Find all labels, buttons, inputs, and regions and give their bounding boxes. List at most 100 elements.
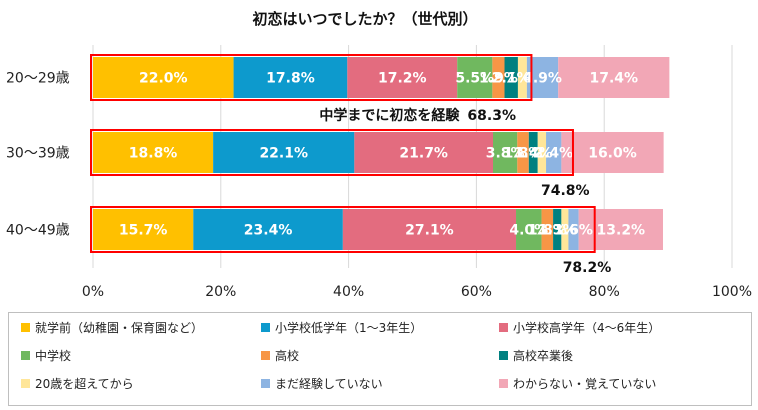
row-label: 30～39歳 [6, 146, 70, 162]
data-label: 2.4% [534, 146, 573, 162]
legend-item: 高校 [261, 347, 299, 364]
annotation-value: 74.8% [541, 183, 590, 199]
legend-label: 高校卒業後 [513, 349, 574, 363]
legend-swatch [21, 323, 30, 332]
row-label: 40～49歳 [6, 223, 70, 239]
data-label: 22.0% [139, 71, 188, 87]
legend-item: 中学校 [21, 347, 71, 364]
highlight-box [90, 54, 533, 101]
x-tick-label: 40% [333, 284, 364, 300]
legend-item: 小学校低学年（1～3年生） [261, 319, 422, 336]
bar-segment [546, 132, 562, 173]
bar-segment [553, 209, 562, 250]
data-label: 1.4% [514, 146, 553, 162]
highlight-box [90, 206, 596, 253]
legend-item: わからない・覚えていない [499, 375, 656, 392]
legend-swatch [499, 379, 508, 388]
legend-swatch [499, 351, 508, 360]
data-label: 1.8% [504, 146, 543, 162]
data-label: 1.3% [538, 223, 577, 239]
data-label: 1.9% [479, 71, 518, 87]
legend-item: 小学校高学年（4～6年生） [499, 319, 660, 336]
data-label: 5.5% [455, 71, 494, 87]
legend: 就学前（幼稚園・保育園など） 小学校低学年（1～3年生） 小学校高学年（4～6年生）… [8, 312, 752, 406]
legend-item: まだ経験していない [261, 375, 383, 392]
data-label: 1.6% [554, 223, 593, 239]
bar-segment [568, 209, 579, 250]
annotations-group: 中学までに初恋を経験 68.3% 74.8% 78.2% [90, 54, 612, 276]
data-label: 13.2% [597, 223, 646, 239]
bars-group [93, 57, 670, 250]
annotation-text: 中学までに初恋を経験 [319, 107, 460, 124]
bar-segment [504, 57, 518, 98]
bar-segment [93, 57, 234, 98]
legend-label: 20歳を超えてから [35, 377, 134, 391]
legend-swatch [261, 379, 270, 388]
legend-label: 小学校低学年（1～3年生） [275, 321, 423, 335]
bar-segment [342, 209, 517, 250]
bar-segment [561, 209, 569, 250]
data-label: 27.1% [405, 223, 454, 239]
legend-label: わからない・覚えていない [513, 377, 657, 391]
bar-segment [517, 57, 527, 98]
bar-segment [492, 57, 505, 98]
data-label: 23.4% [244, 223, 293, 239]
bar-segment [558, 57, 670, 98]
data-label: 18.8% [129, 146, 178, 162]
legend-swatch [21, 379, 30, 388]
row-labels-group: 20～29歳 30～39歳 40～49歳 [6, 71, 70, 239]
data-label: 17.2% [378, 71, 427, 87]
bar-segment [233, 57, 348, 98]
data-label: 3.8% [486, 146, 525, 162]
data-label: 22.1% [259, 146, 308, 162]
data-label: 15.7% [119, 223, 168, 239]
legend-label: まだ経験していない [275, 377, 383, 391]
row-label: 20～29歳 [6, 71, 70, 87]
legend-swatch [261, 323, 270, 332]
legend-item: 20歳を超えてから [21, 375, 134, 392]
bar-segment [354, 132, 494, 173]
bar-segment [578, 209, 663, 250]
x-tick-label: 0% [82, 284, 104, 300]
tick-labels-group: 0% 20% 40% 60% 80% 100% [82, 284, 752, 300]
legend-label: 就学前（幼稚園・保育園など） [35, 321, 204, 335]
bar-segment [193, 209, 343, 250]
data-label: 4.9% [523, 71, 562, 87]
bar-segment [541, 209, 554, 250]
legend-swatch [21, 351, 30, 360]
data-label: 2.1% [492, 71, 531, 87]
bar-segment [347, 57, 458, 98]
bar-segment [457, 57, 493, 98]
bar-segment [517, 132, 529, 173]
data-labels-group: 22.0% 17.8% 17.2% 5.5%1.9%2.1%4.9% 17.4% 18.8… [119, 71, 645, 239]
legend-swatch [261, 351, 270, 360]
bar-segment [528, 132, 538, 173]
x-tick-label: 80% [589, 284, 620, 300]
chart-title: 初恋はいつでしたか？（世代別） [252, 10, 477, 28]
bar-segment [213, 132, 355, 173]
data-label: 4.0% [509, 223, 548, 239]
legend-swatch [499, 323, 508, 332]
data-label: 16.0% [588, 146, 637, 162]
legend-item: 就学前（幼稚園・保育園など） [21, 319, 203, 336]
data-label: 17.4% [589, 71, 638, 87]
bar-segment [561, 132, 664, 173]
bar-segment [93, 209, 194, 250]
legend-label: 高校 [275, 349, 300, 363]
x-tick-label: 100% [712, 284, 752, 300]
annotation-value: 78.2% [563, 260, 612, 276]
highlight-box [90, 129, 574, 176]
legend-label: 中学校 [35, 349, 72, 363]
annotation-value: 68.3% [467, 108, 516, 124]
bar-segment [537, 132, 547, 173]
data-label: 21.7% [399, 146, 448, 162]
data-label: 1.8% [528, 223, 567, 239]
x-tick-label: 60% [461, 284, 492, 300]
bar-segment [516, 209, 542, 250]
data-label: 17.8% [266, 71, 315, 87]
legend-item: 高校卒業後 [499, 347, 573, 364]
x-tick-label: 20% [205, 284, 236, 300]
legend-label: 小学校高学年（4～6年生） [513, 321, 661, 335]
bar-segment [493, 132, 518, 173]
bar-segment [93, 132, 214, 173]
